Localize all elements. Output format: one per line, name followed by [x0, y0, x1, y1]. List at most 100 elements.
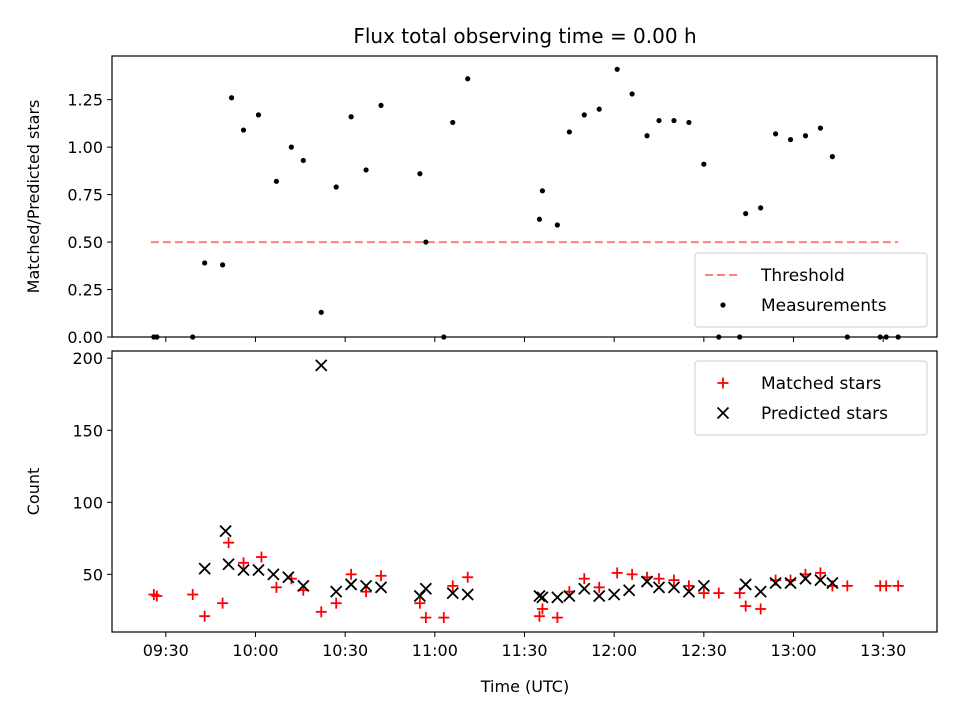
measurement-point	[596, 106, 602, 112]
matched-stars-point	[668, 574, 680, 586]
predicted-stars-point	[252, 563, 265, 577]
cross-b	[578, 582, 591, 595]
matched-stars-point	[255, 551, 267, 563]
measurement-point	[202, 260, 208, 266]
matched-stars-point	[814, 567, 826, 579]
predicted-stars-point	[622, 584, 636, 597]
cross-b	[315, 359, 328, 372]
matched-stars-point	[420, 612, 432, 624]
measurement-point	[656, 117, 662, 124]
predicted-stars-point	[784, 576, 797, 590]
top-panel: Matched/Predicted stars 0.00 0.25 0.50 0.75 1…	[24, 55, 938, 347]
x-tick-label: 11:00	[412, 641, 458, 660]
matched-stars-point	[653, 573, 665, 585]
measurement-point	[417, 171, 423, 177]
predicted-stars-point	[198, 562, 211, 575]
y-tick-label: 1.00	[67, 138, 103, 157]
measurement-point	[333, 184, 339, 190]
x-axis-label: Time (UTC)	[480, 677, 569, 696]
predicted-stars-point	[237, 563, 250, 577]
measurement-point	[423, 239, 429, 245]
measurement-point	[536, 216, 543, 222]
legend-label: Matched stars	[761, 374, 881, 394]
predicted-stars-point	[315, 359, 328, 372]
cross-b	[374, 581, 388, 594]
matched-stars-point	[611, 567, 623, 579]
x-tick-label: 13:30	[860, 641, 906, 660]
predicted-stars-point	[461, 588, 474, 601]
predicted-stars-point	[330, 585, 343, 598]
predicted-stars-point	[814, 573, 827, 587]
matched-stars-point	[892, 580, 904, 592]
predicted-stars-point	[563, 589, 576, 603]
matched-stars-point	[187, 589, 199, 601]
cross-b	[533, 589, 546, 603]
predicted-stars-point	[359, 579, 373, 593]
cross-b	[252, 563, 265, 577]
matched-stars-point	[447, 580, 459, 592]
predicted-stars-point	[222, 558, 235, 571]
cross-b	[667, 581, 681, 594]
legend-box	[694, 360, 928, 436]
cross-b	[697, 579, 710, 593]
measurement-point	[701, 161, 707, 167]
measurement-point	[378, 102, 384, 108]
measurement-point	[614, 66, 620, 72]
y-axis-label: Count	[24, 468, 43, 516]
cross-b	[419, 582, 432, 595]
cross-b	[446, 586, 459, 600]
cross-b	[716, 406, 730, 420]
cross-b	[640, 575, 654, 588]
x-tick-label: 10:30	[322, 641, 368, 660]
measurement-point	[539, 188, 546, 194]
cross-b	[330, 585, 343, 598]
predicted-stars-point	[593, 589, 606, 603]
cross-b	[608, 588, 621, 601]
measurement-point	[802, 133, 809, 139]
y-tick-label: 150	[72, 421, 103, 440]
predicted-stars-point	[608, 588, 621, 601]
predicted-stars-point	[282, 571, 295, 584]
legend-measurement-swatch	[720, 302, 726, 308]
measurement-point	[288, 144, 294, 150]
measurement-point	[829, 154, 835, 160]
predicted-stars-point	[446, 586, 459, 600]
measurement-point	[743, 210, 749, 217]
measurement-point	[219, 262, 226, 268]
predicted-stars-point	[652, 581, 666, 594]
measurement-point	[758, 205, 764, 211]
predicted-stars-point	[419, 582, 432, 595]
predicted-stars-point	[739, 578, 752, 591]
predicted-stars-point	[374, 581, 388, 594]
cross-b	[461, 588, 474, 601]
predicted-stars-point	[799, 572, 812, 585]
predicted-stars-point	[219, 524, 232, 538]
matched-stars-point	[438, 612, 450, 624]
matched-stars-point	[841, 580, 853, 592]
matched-stars-point	[315, 606, 327, 618]
cross-b	[536, 591, 549, 604]
y-tick-label: 200	[72, 349, 103, 368]
matched-stars-point	[223, 537, 235, 549]
y-axis-label: Matched/Predicted stars	[24, 100, 43, 294]
matched-stars-point	[533, 610, 545, 622]
cross-b	[237, 563, 250, 577]
cross-b	[769, 576, 782, 590]
matched-stars-point	[626, 568, 638, 580]
measurement-point	[644, 133, 650, 139]
matched-stars-point	[360, 586, 372, 598]
y-tick-label: 0.75	[67, 186, 103, 205]
x-tick-label: 13:00	[770, 641, 816, 660]
plot-frame	[111, 350, 938, 633]
chart-title: Flux total observing time = 0.00 h	[353, 24, 696, 48]
matched-stars-point	[151, 590, 163, 602]
legend-matched-swatch	[717, 377, 729, 389]
matched-stars-point	[345, 568, 357, 580]
cross-b	[219, 524, 232, 538]
predicted-stars-point	[667, 581, 681, 594]
measurement-point	[554, 222, 560, 228]
measurement-point	[450, 119, 456, 126]
cross-b	[739, 578, 752, 591]
cross-b	[682, 585, 696, 598]
